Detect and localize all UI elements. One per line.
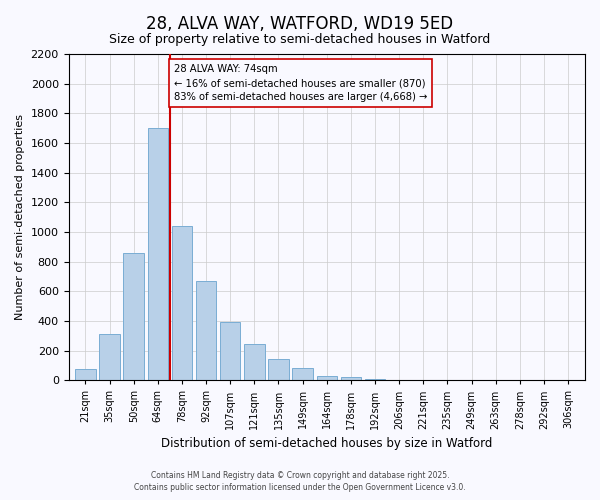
Bar — [244, 344, 265, 381]
Bar — [292, 368, 313, 380]
Bar — [172, 226, 192, 380]
Bar — [196, 281, 217, 380]
Bar — [365, 379, 385, 380]
Text: Contains HM Land Registry data © Crown copyright and database right 2025.
Contai: Contains HM Land Registry data © Crown c… — [134, 471, 466, 492]
Bar — [268, 359, 289, 380]
Text: 28 ALVA WAY: 74sqm
← 16% of semi-detached houses are smaller (870)
83% of semi-d: 28 ALVA WAY: 74sqm ← 16% of semi-detache… — [173, 64, 427, 102]
Text: Size of property relative to semi-detached houses in Watford: Size of property relative to semi-detach… — [109, 32, 491, 46]
Bar — [124, 252, 144, 380]
Y-axis label: Number of semi-detached properties: Number of semi-detached properties — [15, 114, 25, 320]
Bar — [317, 376, 337, 380]
Bar — [341, 376, 361, 380]
Bar — [220, 322, 241, 380]
Bar — [148, 128, 168, 380]
Bar — [99, 334, 120, 380]
Bar — [75, 369, 95, 380]
Text: 28, ALVA WAY, WATFORD, WD19 5ED: 28, ALVA WAY, WATFORD, WD19 5ED — [146, 15, 454, 33]
X-axis label: Distribution of semi-detached houses by size in Watford: Distribution of semi-detached houses by … — [161, 437, 493, 450]
